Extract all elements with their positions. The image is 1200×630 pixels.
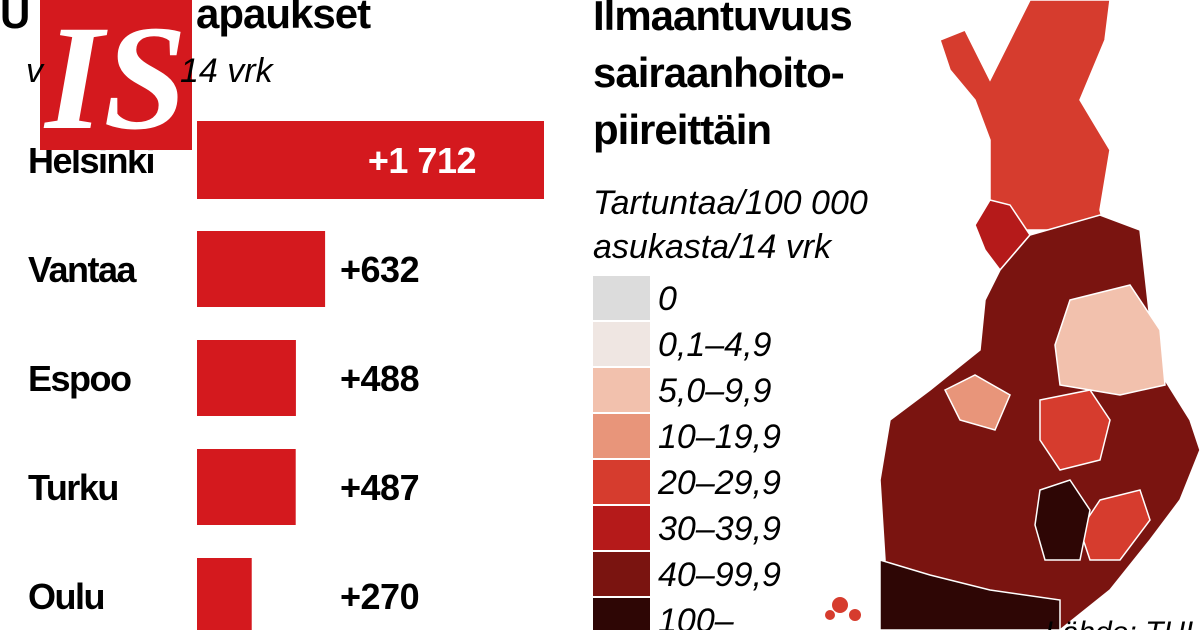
legend-label: 30–39,9 bbox=[658, 510, 781, 548]
map-region bbox=[879, 558, 1061, 630]
bar bbox=[197, 121, 544, 199]
category-label: Vantaa bbox=[28, 249, 138, 290]
map-title: sairaanhoito- bbox=[593, 49, 844, 96]
subtitle: 14 vrk bbox=[180, 52, 275, 90]
value-label: +488 bbox=[340, 358, 419, 399]
category-label: Espoo bbox=[28, 358, 131, 399]
legend-label: 40–99,9 bbox=[658, 556, 781, 594]
legend-label: 20–29,9 bbox=[657, 464, 781, 502]
legend-title: asukasta/14 vrk bbox=[593, 228, 833, 266]
bar bbox=[197, 231, 326, 307]
bar bbox=[197, 449, 296, 525]
logo-box bbox=[40, 0, 192, 150]
map-region bbox=[943, 374, 1011, 431]
legend-label: 0,1–4,9 bbox=[658, 326, 772, 364]
category-label: Turku bbox=[28, 467, 118, 508]
subtitle-initial: v bbox=[26, 52, 45, 90]
legend-swatch bbox=[593, 506, 650, 550]
value-label: +270 bbox=[340, 576, 419, 617]
category-label: Oulu bbox=[28, 576, 104, 617]
title: apaukset bbox=[196, 0, 371, 37]
legend-label: 5,0–9,9 bbox=[658, 372, 772, 410]
map-title: piireittäin bbox=[593, 106, 771, 153]
value-label: +487 bbox=[340, 467, 419, 508]
bar bbox=[197, 558, 252, 630]
legend-swatch bbox=[593, 460, 650, 504]
is-logo: IS bbox=[40, 0, 192, 161]
legend-label: 10–19,9 bbox=[658, 418, 781, 456]
map-region bbox=[1034, 479, 1091, 561]
map-region bbox=[1039, 389, 1111, 471]
value-label: +1 712 bbox=[368, 140, 476, 181]
bar bbox=[197, 340, 296, 416]
island bbox=[849, 609, 861, 621]
legend-swatch bbox=[593, 322, 650, 366]
finland-map bbox=[825, 0, 1200, 630]
value-label: +632 bbox=[340, 249, 419, 290]
map-region bbox=[1054, 284, 1166, 396]
legend-swatch bbox=[593, 414, 650, 458]
logo-text: IS bbox=[43, 0, 187, 161]
island bbox=[825, 610, 835, 620]
map-title: Ilmaantuvuus bbox=[593, 0, 852, 39]
title-initial: U bbox=[0, 0, 29, 37]
legend-swatch bbox=[593, 552, 650, 596]
legend-swatch bbox=[593, 368, 650, 412]
legend-swatch bbox=[593, 276, 650, 320]
legend-swatch bbox=[593, 598, 650, 630]
source: Lähde: THL bbox=[1045, 616, 1200, 630]
legend-title: Tartuntaa/100 000 bbox=[593, 184, 868, 222]
legend-label: 0 bbox=[658, 280, 677, 318]
island bbox=[832, 597, 848, 613]
archipelago bbox=[825, 597, 861, 621]
legend-label: 100– bbox=[658, 602, 735, 630]
map-region bbox=[939, 0, 1111, 231]
